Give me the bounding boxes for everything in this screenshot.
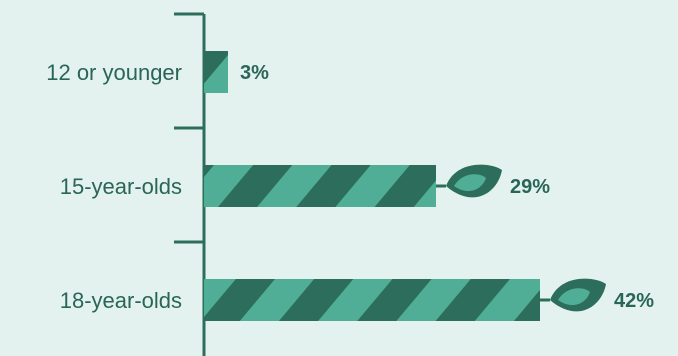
value-label: 3% xyxy=(240,62,269,84)
value-label: 29% xyxy=(510,176,550,198)
category-label: 18-year-olds xyxy=(60,288,182,313)
category-label: 12 or younger xyxy=(46,60,182,85)
bars xyxy=(204,51,606,321)
leaf-icon xyxy=(446,164,502,198)
bar xyxy=(204,51,228,93)
value-label: 42% xyxy=(614,290,654,312)
labels: 12 or younger 3% 15-year-olds 29% 18-year-ol… xyxy=(46,60,654,313)
leaf-icon xyxy=(550,278,606,312)
category-label: 15-year-olds xyxy=(60,174,182,199)
bar xyxy=(204,165,436,207)
bar xyxy=(204,279,540,321)
